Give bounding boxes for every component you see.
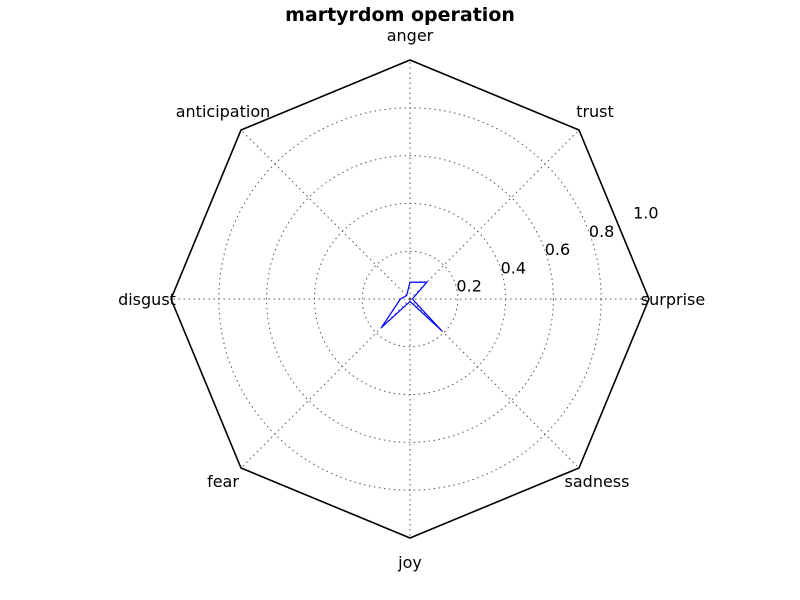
grid-ring-1 xyxy=(361,250,459,348)
axis-label-disgust: disgust xyxy=(118,290,176,309)
radial-tick-2: 0.4 xyxy=(501,258,526,277)
axis-label-trust: trust xyxy=(576,102,614,121)
axis-label-anger: anger xyxy=(387,26,434,45)
spoke-trust xyxy=(409,129,580,300)
radial-tick-1: 0.2 xyxy=(456,277,481,296)
grid xyxy=(171,60,649,538)
axis-label-anticipation: anticipation xyxy=(176,102,271,121)
series-1-line xyxy=(380,281,443,332)
radial-tick-labels: 0.2 0.4 0.6 0.8 1.0 xyxy=(456,204,658,296)
radial-tick-4: 0.8 xyxy=(589,222,614,241)
series-layer xyxy=(380,281,443,332)
axis-labels: anger trust surprise sadness joy fear disgust a… xyxy=(118,26,705,572)
axis-label-fear: fear xyxy=(207,472,239,491)
radial-tick-5: 1.0 xyxy=(633,204,658,223)
chart-frame xyxy=(170,59,650,539)
axis-label-joy: joy xyxy=(397,553,422,572)
axis-label-sadness: sadness xyxy=(565,472,630,491)
spoke-anticipation xyxy=(240,129,411,300)
outer-frame xyxy=(170,59,650,539)
radial-tick-3: 0.6 xyxy=(545,240,570,259)
chart-title: martyrdom operation xyxy=(285,4,515,26)
axis-label-surprise: surprise xyxy=(641,290,705,309)
grid-ring-3 xyxy=(266,155,554,443)
